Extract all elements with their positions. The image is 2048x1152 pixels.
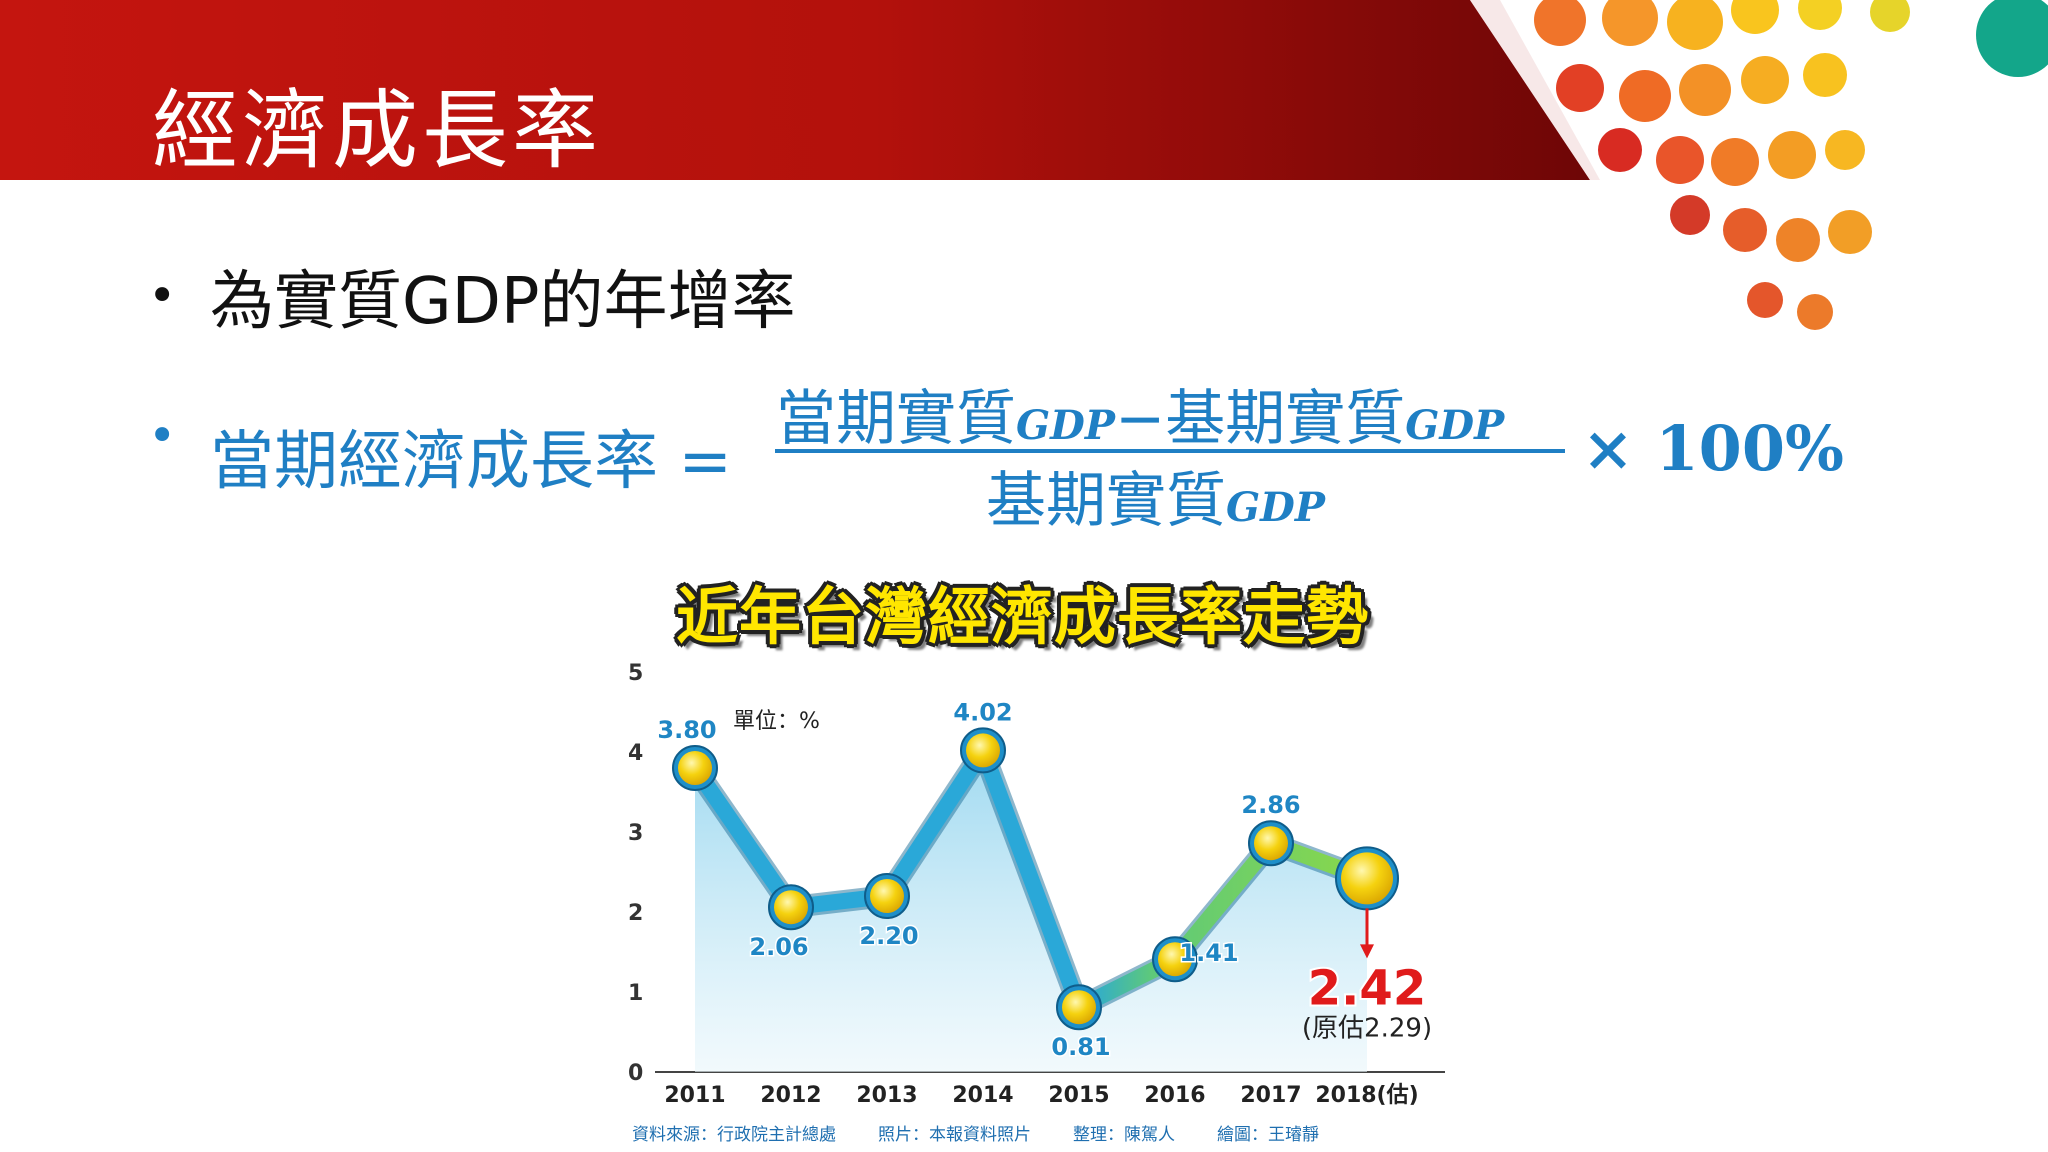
formula-num-sub-b: GDP (1405, 402, 1505, 449)
bullet-dot: • (148, 408, 177, 464)
formula-numerator: 當期實質GDP−基期實質GDP (776, 370, 1504, 457)
bullet-dot: • (148, 268, 177, 324)
x-tick-label: 2018(估) (1315, 1083, 1418, 1108)
formula-minus: − (1114, 384, 1166, 454)
formula-den-text: 基期實質 (986, 466, 1226, 536)
data-point (1158, 942, 1192, 977)
chart-footer: 資料來源：行政院主計總處 照片：本報資料照片 整理：陳駕人 繪圖：王璿靜 (632, 1120, 1392, 1145)
formula-lhs: 當期經濟成長率 = (210, 425, 732, 499)
bullet-definition: • 為實質GDP的年增率 (148, 250, 795, 342)
data-value-label: 3.80 (657, 716, 716, 744)
formula-num-sub-a: GDP (1016, 402, 1115, 449)
y-tick-label: 3 (628, 821, 643, 846)
data-point (678, 751, 712, 785)
data-value-label: 2.06 (749, 933, 808, 961)
highlight-value-label: 2.42 (1308, 960, 1426, 1016)
data-point (1341, 852, 1393, 905)
data-point (1062, 990, 1096, 1025)
footer-photo: 照片：本報資料照片 (878, 1125, 1031, 1145)
annotation-arrow-head (1360, 944, 1374, 959)
growth-chart: 0 1 2 3 4 5 2011 3.80 2012 2.06 2013 2.20 2014 4.02 20… (628, 661, 1445, 1108)
area-fill (695, 750, 1367, 1072)
data-value-label: 0.81 (1051, 1033, 1110, 1061)
bullet-formula: • (148, 408, 210, 464)
formula-num-a: 當期實質 (776, 384, 1016, 454)
data-point (774, 890, 808, 925)
footer-drawing: 繪圖：王璿靜 (1217, 1125, 1319, 1145)
unit-note: 單位：% (733, 709, 820, 734)
x-tick-label: 2012 (760, 1083, 821, 1108)
data-value-label: 2.86 (1241, 791, 1300, 819)
x-tick-label: 2013 (856, 1083, 917, 1108)
header-band (0, 0, 1600, 180)
x-tick-label: 2014 (952, 1083, 1013, 1108)
y-tick-label: 1 (628, 981, 643, 1006)
growth-rate-formula: 當期經濟成長率 = 當期實質GDP−基期實質GDP 基期實質GDP × 100% (210, 360, 1850, 536)
y-tick-label: 2 (628, 901, 643, 926)
y-tick-label: 4 (628, 741, 643, 766)
y-tick-label: 5 (628, 661, 643, 686)
annotation-original-estimate: (原估2.29) (1302, 1013, 1432, 1043)
data-point (1254, 826, 1288, 861)
x-tick-label: 2015 (1048, 1083, 1109, 1108)
data-value-label: 1.41 (1179, 939, 1238, 967)
formula-multiplier: × 100% (1582, 412, 1844, 485)
fraction-bar (775, 449, 1565, 453)
x-tick-label: 2011 (664, 1083, 725, 1108)
bullet-definition-text: 為實質GDP的年增率 (210, 265, 796, 339)
footer-editor: 整理：陳駕人 (1073, 1125, 1175, 1145)
formula-denominator: 基期實質GDP (986, 452, 1325, 539)
data-value-label: 2.20 (859, 922, 918, 950)
x-tick-label: 2016 (1144, 1083, 1205, 1108)
slide-title: 經濟成長率 (152, 81, 602, 181)
formula-den-sub: GDP (1226, 484, 1325, 531)
x-tick-label: 2017 (1240, 1083, 1301, 1108)
data-point (966, 733, 1000, 768)
data-point (870, 879, 904, 913)
y-tick-label: 0 (628, 1061, 643, 1086)
decorative-dots (1534, 0, 2048, 330)
formula-num-b: 基期實質 (1165, 384, 1406, 454)
footer-source: 資料來源：行政院主計總處 (632, 1125, 836, 1145)
chart-title: 近年台灣經濟成長率走勢 (676, 580, 1370, 653)
data-value-label: 4.02 (953, 698, 1012, 726)
